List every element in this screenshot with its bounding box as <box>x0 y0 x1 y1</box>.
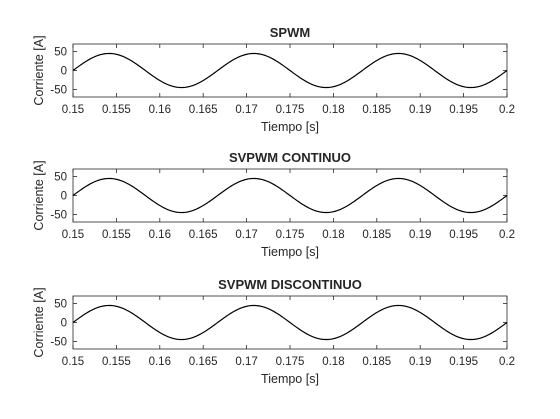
y-tick-label: 0 <box>61 191 67 203</box>
y-tick-label: -50 <box>50 336 67 348</box>
x-tick-label: 0.15 <box>62 104 84 116</box>
x-tick-label: 0.19 <box>409 356 431 368</box>
y-tick-label: 0 <box>61 66 67 78</box>
y-tick-label: 50 <box>54 172 67 184</box>
subplot-1: SPWM 0.15 0.155 0.16 0.165 0.17 0.175 0.18 0.185… <box>32 25 515 134</box>
x-tick-label: 0.18 <box>322 356 344 368</box>
x-axis-label: Tiempo [s] <box>261 245 319 259</box>
x-tick-label: 0.19 <box>409 104 431 116</box>
x-tick-label: 0.195 <box>449 356 478 368</box>
x-tick-label: 0.15 <box>62 356 84 368</box>
y-axis-label: Corriente [A] <box>32 160 46 230</box>
x-tick-label: 0.2 <box>499 356 515 368</box>
subplot-title: SVPWM DISCONTINUO <box>218 277 362 292</box>
x-tick-label: 0.175 <box>276 229 305 241</box>
x-tick-label: 0.175 <box>276 104 305 116</box>
x-tick-label: 0.17 <box>235 356 257 368</box>
x-axis-label: Tiempo [s] <box>261 120 319 134</box>
x-tick-label: 0.175 <box>276 356 305 368</box>
x-tick-label: 0.155 <box>102 356 131 368</box>
x-tick-label: 0.19 <box>409 229 431 241</box>
x-tick-label: 0.16 <box>149 229 171 241</box>
y-tick-label: 50 <box>54 299 67 311</box>
x-tick-label: 0.165 <box>189 104 218 116</box>
x-axis-label: Tiempo [s] <box>261 372 319 386</box>
x-tick-label: 0.195 <box>449 229 478 241</box>
current-series-line <box>72 177 508 214</box>
current-series-line <box>72 52 508 89</box>
current-series-line <box>72 304 508 341</box>
x-tick-label: 0.195 <box>449 104 478 116</box>
y-axis-label: Corriente [A] <box>32 35 46 105</box>
y-tick-label: -50 <box>50 84 67 96</box>
x-tick-label: 0.155 <box>102 229 131 241</box>
x-tick-label: 0.17 <box>235 104 257 116</box>
subplot-2: SVPWM CONTINUO 0.15 0.155 0.16 0.165 0.17 0.17… <box>32 150 515 259</box>
subplot-3: SVPWM DISCONTINUO 0.15 0.155 0.16 0.165 0.17 0… <box>32 277 515 386</box>
y-axis-label: Corriente [A] <box>32 287 46 357</box>
x-tick-label: 0.16 <box>149 104 171 116</box>
y-tick-label: 0 <box>61 318 67 330</box>
x-tick-label: 0.16 <box>149 356 171 368</box>
x-tick-label: 0.15 <box>62 229 84 241</box>
x-tick-label: 0.2 <box>499 104 515 116</box>
x-tick-label: 0.185 <box>362 229 391 241</box>
x-tick-label: 0.185 <box>362 356 391 368</box>
x-tick-label: 0.17 <box>235 229 257 241</box>
x-tick-label: 0.165 <box>189 229 218 241</box>
y-tick-label: 50 <box>54 47 67 59</box>
x-tick-label: 0.2 <box>499 229 515 241</box>
subplot-title: SVPWM CONTINUO <box>229 150 351 165</box>
y-tick-label: -50 <box>50 209 67 221</box>
x-tick-label: 0.18 <box>322 104 344 116</box>
subplot-title: SPWM <box>270 25 310 40</box>
x-tick-label: 0.155 <box>102 104 131 116</box>
x-tick-label: 0.18 <box>322 229 344 241</box>
x-tick-label: 0.165 <box>189 356 218 368</box>
x-tick-label: 0.185 <box>362 104 391 116</box>
